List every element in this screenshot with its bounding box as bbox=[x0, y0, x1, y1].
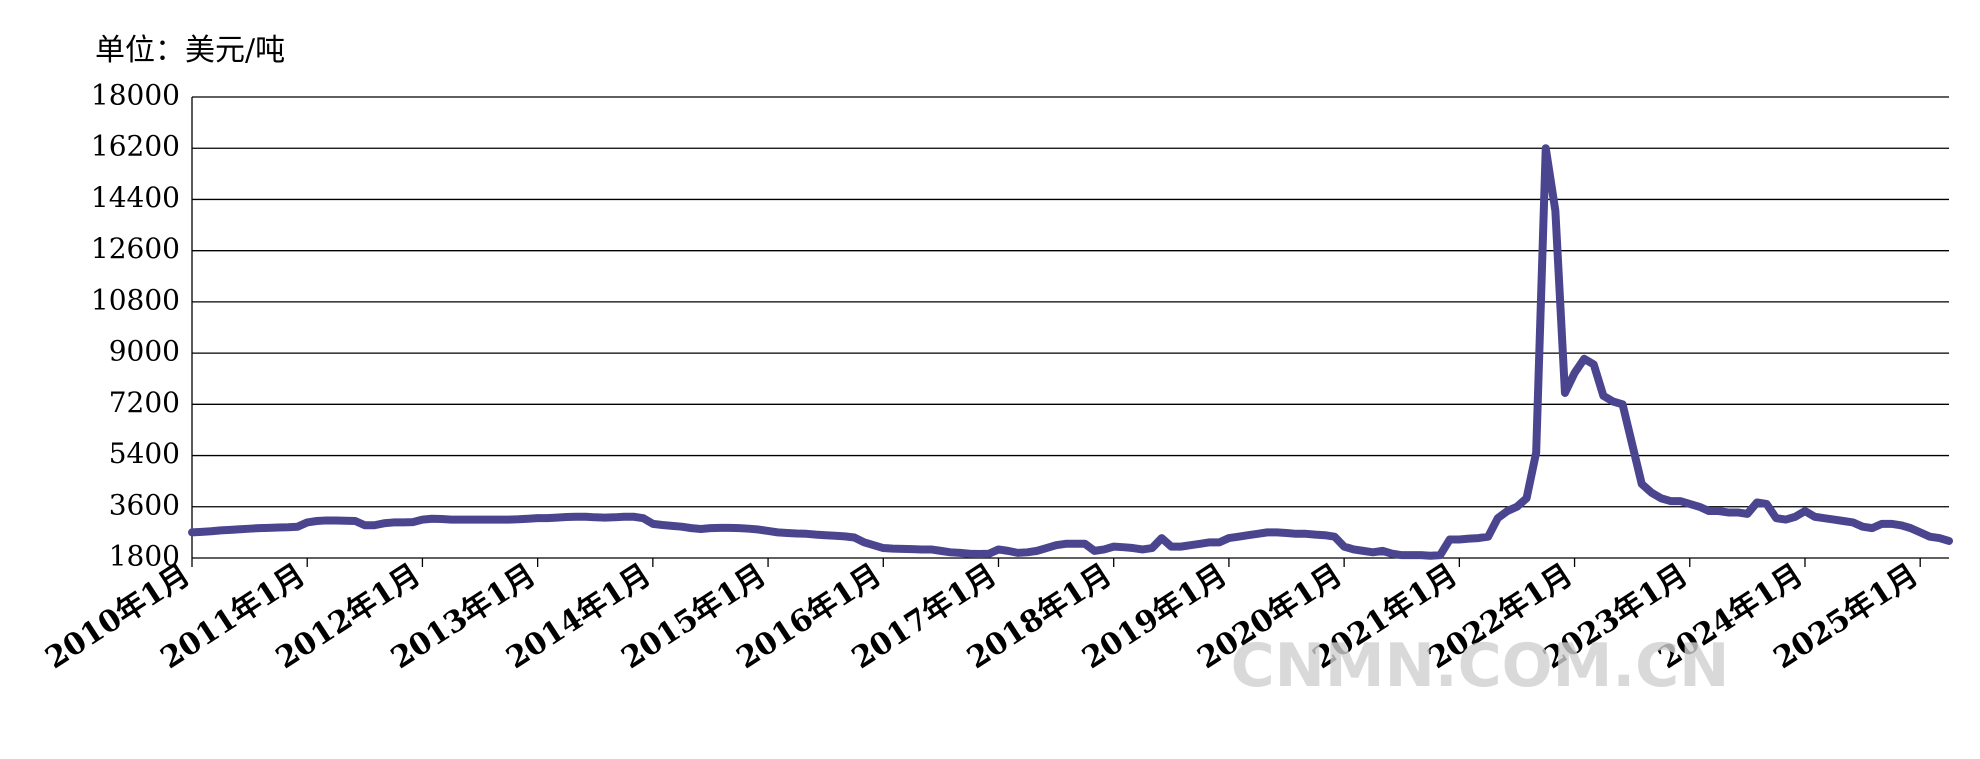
unit-label: 单位：美元/吨 bbox=[95, 33, 285, 68]
y-tick-label: 18000 bbox=[91, 79, 180, 112]
y-tick-label: 1800 bbox=[109, 540, 180, 573]
y-tick-label: 3600 bbox=[109, 488, 180, 521]
y-tick-label: 12600 bbox=[91, 232, 180, 265]
y-tick-label: 5400 bbox=[109, 437, 180, 470]
data-line bbox=[188, 144, 1953, 560]
y-tick-label: 7200 bbox=[109, 386, 180, 419]
y-tick-label: 10800 bbox=[91, 283, 180, 316]
watermark: CNMN.COM.CN bbox=[1231, 631, 1730, 701]
y-tick-label: 14400 bbox=[91, 181, 180, 214]
y-tick-label: 9000 bbox=[109, 335, 180, 368]
y-tick-label: 16200 bbox=[91, 130, 180, 163]
